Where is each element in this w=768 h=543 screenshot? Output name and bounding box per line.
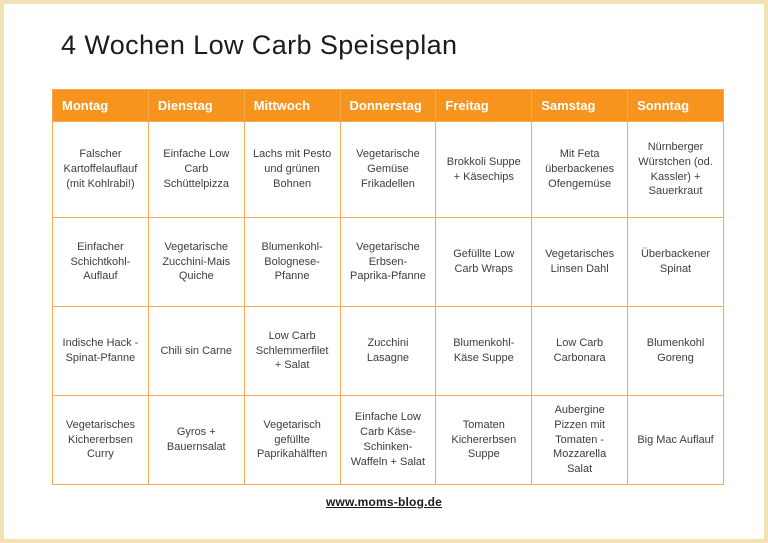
meal-cell: Einfache Low Carb Schüttelpizza [147,121,245,218]
footer-link[interactable]: www.moms-blog.de [325,495,443,509]
meal-cell: Vegetarische Gemüse Frikadellen [339,121,437,218]
meal-cell: Blumenkohl-Käse Suppe [435,306,533,396]
column-header-montag: Montag [52,89,149,122]
meal-cell: Indische Hack - Spinat-Pfanne [52,306,149,396]
meal-cell: Nürnberger Würstchen (od. Kassler) + Sau… [627,121,724,218]
table-row: Einfacher Schichtkohl-Auflauf Vegetarisch… [52,217,724,307]
meal-cell: Vegetarisches Linsen Dahl [531,217,629,307]
column-header-freitag: Freitag [435,89,533,122]
meal-cell: Chili sin Carne [147,306,245,396]
table-row: Indische Hack - Spinat-Pfanne Chili sin C… [52,306,724,396]
meal-cell: Big Mac Auflauf [627,395,724,485]
meal-cell: Gefüllte Low Carb Wraps [435,217,533,307]
meal-cell: Vegetarische Zucchini-Mais Quiche [147,217,245,307]
meal-cell: Lachs mit Pesto und grünen Bohnen [243,121,341,218]
column-header-donnerstag: Donnerstag [339,89,437,122]
table-row: Vegetarisches Kichererbsen Curry Gyros + … [52,395,724,485]
meal-cell: Low Carb Carbonara [531,306,629,396]
meal-cell: Einfache Low Carb Käse-Schinken-Waffeln … [339,395,437,485]
column-header-dienstag: Dienstag [147,89,245,122]
page-title: 4 Wochen Low Carb Speiseplan [61,30,458,60]
column-header-samstag: Samstag [531,89,629,122]
meal-table-body: Falscher Kartoffelauflauf (mit Kohlrabi!… [52,121,724,485]
meal-cell: Mit Feta überbackenes Ofengemüse [531,121,629,218]
meal-cell: Aubergine Pizzen mit Tomaten - Mozzarell… [531,395,629,485]
meal-cell: Vegetarische Erbsen-Paprika-Pfanne [339,217,437,307]
meal-cell: Vegetarisches Kichererbsen Curry [52,395,149,485]
meal-cell: Überbackener Spinat [627,217,724,307]
meal-cell: Vegetarisch gefüllte Paprikahälften [243,395,341,485]
meal-cell: Low Carb Schlemmerfilet + Salat [243,306,341,396]
meal-table-head-row: Montag Dienstag Mittwoch Donnerstag Freitag S… [52,89,724,122]
meal-plan-table: Montag Dienstag Mittwoch Donnerstag Freitag S… [52,89,724,485]
meal-cell: Zucchini Lasagne [339,306,437,396]
footer: www.moms-blog.de [4,493,764,511]
meal-cell: Brokkoli Suppe + Käsechips [435,121,533,218]
column-header-mittwoch: Mittwoch [243,89,341,122]
meal-cell: Blumenkohl-Bolognese-Pfanne [243,217,341,307]
meal-table-head: Montag Dienstag Mittwoch Donnerstag Freitag S… [52,89,724,122]
meal-cell: Blumenkohl Goreng [627,306,724,396]
meal-cell: Tomaten Kichererbsen Suppe [435,395,533,485]
meal-cell: Falscher Kartoffelauflauf (mit Kohlrabi!… [52,121,149,218]
column-header-sonntag: Sonntag [627,89,724,122]
meal-cell: Gyros + Bauernsalat [147,395,245,485]
table-row: Falscher Kartoffelauflauf (mit Kohlrabi!… [52,121,724,218]
meal-cell: Einfacher Schichtkohl-Auflauf [52,217,149,307]
